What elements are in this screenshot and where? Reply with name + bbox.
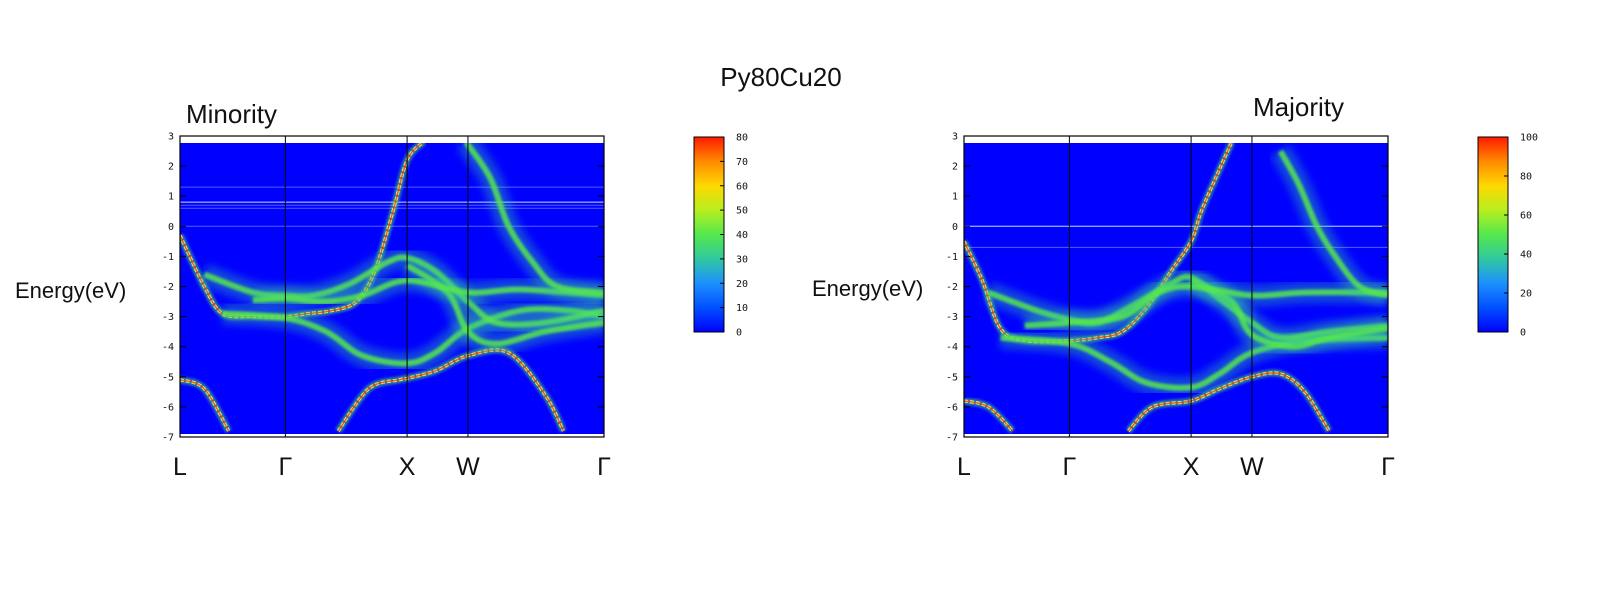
minority-band-1 xyxy=(180,376,232,433)
minority-ytick-label: 1 xyxy=(168,192,174,203)
majority-ytick-label: -5 xyxy=(946,372,958,383)
minority-ytick-label: -6 xyxy=(162,402,174,413)
majority-band-0 xyxy=(964,143,1235,346)
majority-heatmap xyxy=(964,143,1388,434)
majority-band-1 xyxy=(964,397,1016,434)
minority-colorbar-label: 50 xyxy=(736,206,748,217)
minority-colorbar-label: 80 xyxy=(736,133,748,144)
majority-colorbar-label: 60 xyxy=(1520,211,1532,222)
minority-band-6 xyxy=(252,269,604,313)
majority-colorbar-label: 20 xyxy=(1520,289,1532,300)
majority-kpoint-label: Γ xyxy=(1381,453,1395,481)
majority-colorbar-label: 100 xyxy=(1520,133,1538,144)
minority-title: Minority xyxy=(186,99,277,129)
minority-ytick-label: -4 xyxy=(162,342,174,353)
minority-ytick-label: -2 xyxy=(162,282,174,293)
majority-panel: Majority Energy(eV) L Γ X W Γ 3 2 1 0 -1 -2 -3 -4 -5 -… xyxy=(812,92,1538,481)
minority-kpoint-label: Γ xyxy=(597,453,611,481)
minority-colorbar: 80 70 60 50 40 30 20 10 0 xyxy=(693,133,748,339)
majority-colorbar-label: 80 xyxy=(1520,172,1532,183)
minority-ytick-label: 0 xyxy=(168,222,174,233)
majority-colorbar-label: 0 xyxy=(1520,328,1526,339)
majority-colorbar: 100 80 60 40 20 0 xyxy=(1477,133,1538,339)
majority-band-6 xyxy=(1024,275,1388,337)
majority-ylabel: Energy(eV) xyxy=(812,276,923,301)
majority-ytick-label: 3 xyxy=(952,132,958,143)
minority-panel: Minority Energy(eV) L Γ X W Γ3210-1-2-3-4-5-… xyxy=(15,99,748,481)
minority-colorbar-label: 20 xyxy=(736,279,748,290)
majority-band-2 xyxy=(1125,369,1333,434)
figure-title: Py80Cu20 xyxy=(720,62,841,92)
majority-ytick-label: -7 xyxy=(946,433,958,444)
majority-colorbar-label: 40 xyxy=(1520,250,1532,261)
minority-kpoint-label: W xyxy=(456,453,480,481)
minority-ylabel: Energy(eV) xyxy=(15,278,126,303)
minority-colorbar-label: 10 xyxy=(736,303,748,314)
minority-band-2 xyxy=(335,346,567,434)
minority-colorbar-label: 40 xyxy=(736,230,748,241)
majority-colorbar-gradient xyxy=(1477,136,1509,333)
minority-heatmap xyxy=(180,143,604,434)
minority-ytick-label: 3 xyxy=(168,132,174,143)
minority-ytick-label: -5 xyxy=(162,372,174,383)
minority-ytick-label: -7 xyxy=(162,433,174,444)
minority-colorbar-gradient xyxy=(693,136,725,333)
minority-colorbar-label: 70 xyxy=(736,157,748,168)
minority-ytick-label: -3 xyxy=(162,312,174,323)
majority-title: Majority xyxy=(1253,92,1344,122)
majority-kpoint-label: X xyxy=(1183,453,1200,481)
majority-ytick-label: -2 xyxy=(946,282,958,293)
minority-colorbar-label: 0 xyxy=(736,328,742,339)
majority-ytick-label: -3 xyxy=(946,312,958,323)
minority-ytick-label: -1 xyxy=(162,252,174,263)
majority-ytick-label: -1 xyxy=(946,252,958,263)
majority-ytick-label: -4 xyxy=(946,342,958,353)
minority-kpoint-label: L xyxy=(173,453,187,481)
minority-band-3 xyxy=(221,298,604,375)
minority-colorbar-label: 60 xyxy=(736,181,748,192)
minority-kpoint-label: Γ xyxy=(279,453,293,481)
minority-ytick-label: 2 xyxy=(168,162,174,173)
majority-kpoint-label: W xyxy=(1240,453,1264,481)
majority-ytick-label: 0 xyxy=(952,222,958,233)
minority-colorbar-label: 30 xyxy=(736,254,748,265)
majority-ytick-label: 2 xyxy=(952,162,958,173)
majority-ytick-label: 1 xyxy=(952,192,958,203)
minority-band-7 xyxy=(456,143,604,304)
majority-kpoint-label: L xyxy=(957,453,971,481)
majority-ytick-label: -6 xyxy=(946,402,958,413)
minority-kpoint-label: X xyxy=(399,453,416,481)
majority-band-7 xyxy=(1270,145,1388,307)
majority-kpoint-label: Γ xyxy=(1063,453,1077,481)
